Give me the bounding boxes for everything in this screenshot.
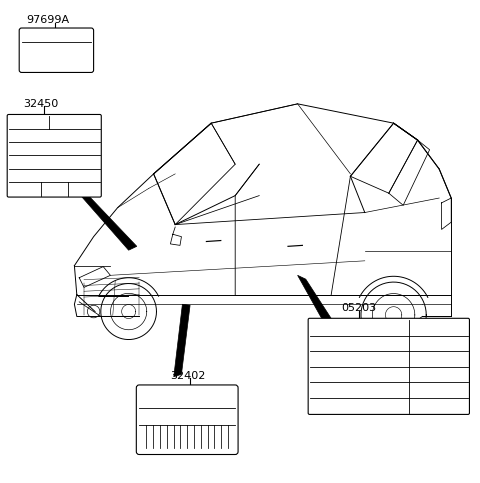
FancyBboxPatch shape <box>7 114 101 197</box>
Polygon shape <box>174 304 190 377</box>
Text: 97699A: 97699A <box>26 15 70 25</box>
Polygon shape <box>298 275 341 338</box>
Text: 32450: 32450 <box>23 99 58 109</box>
FancyBboxPatch shape <box>308 318 469 414</box>
FancyBboxPatch shape <box>136 385 238 455</box>
Polygon shape <box>74 188 137 250</box>
FancyBboxPatch shape <box>19 28 94 72</box>
Text: 32402: 32402 <box>170 371 206 381</box>
Text: 05203: 05203 <box>341 303 376 313</box>
